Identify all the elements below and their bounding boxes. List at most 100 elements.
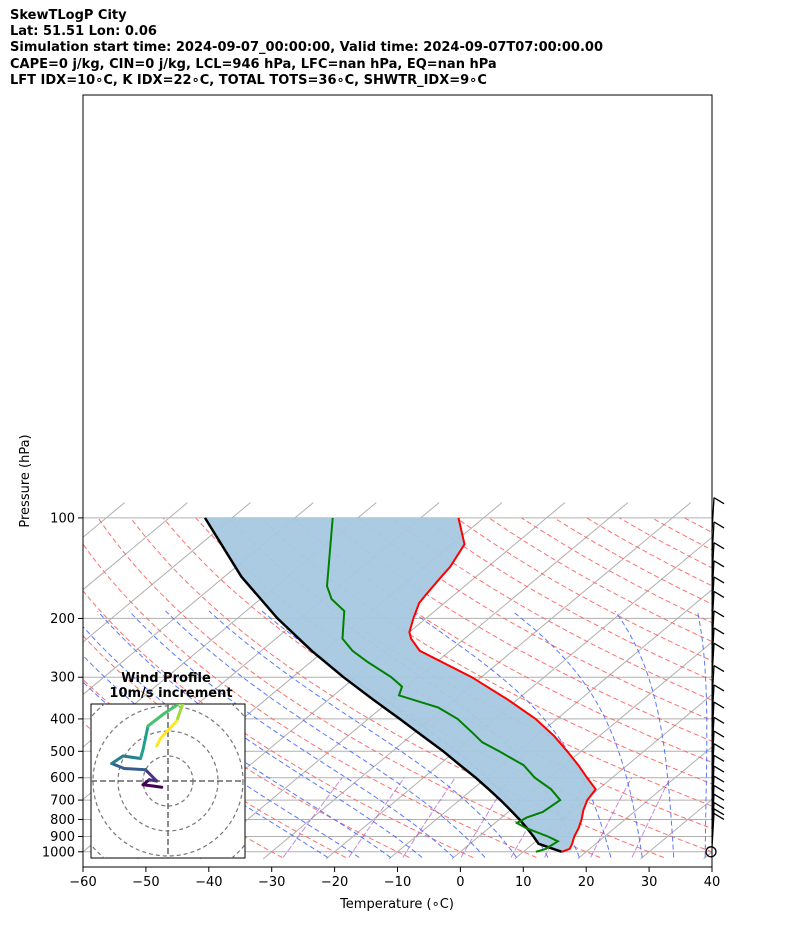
y-tick-label: 200 <box>50 612 75 627</box>
x-tick-label: 20 <box>578 875 595 890</box>
wind-barb <box>711 497 715 532</box>
dry-adiabat <box>684 517 712 534</box>
hodograph-segment <box>139 748 145 760</box>
hodograph-segment <box>146 712 166 728</box>
x-tick-label: 30 <box>641 875 658 890</box>
wind-barb <box>711 591 715 626</box>
hodograph-segment <box>121 754 142 760</box>
wind-barb-flag <box>713 497 725 505</box>
wind-barb-flag <box>713 701 725 709</box>
dry-adiabat <box>83 543 537 858</box>
hodograph-segment <box>122 767 147 772</box>
mixing-ratio-line <box>402 777 456 858</box>
wind-barb-flag <box>713 716 725 724</box>
mixing-ratio-line <box>348 777 405 858</box>
dry-adiabat <box>390 517 712 701</box>
mixing-ratio-line <box>631 777 671 858</box>
wind-barb <box>711 643 715 678</box>
wind-barbs <box>705 497 725 858</box>
wind-barb-flag <box>713 754 725 762</box>
wind-barb-flag <box>713 521 725 529</box>
dry-adiabat <box>293 517 712 763</box>
y-tick-label: 600 <box>50 771 75 786</box>
dry-adiabat <box>619 517 712 569</box>
wind-barb <box>711 731 715 766</box>
wind-barb-flag <box>713 665 725 673</box>
hodograph-segment <box>175 704 185 723</box>
hodograph-segment <box>110 754 125 765</box>
dry-adiabat <box>83 590 474 858</box>
hodograph-inset: Wind Profile 10m/s increment <box>90 671 246 859</box>
x-tick-label: 0 <box>456 875 464 890</box>
moist-adiabat <box>83 654 360 858</box>
wind-barb <box>711 542 715 577</box>
dry-adiabat <box>586 517 712 587</box>
hodograph-segment <box>155 737 162 748</box>
dry-adiabat <box>83 635 410 858</box>
dry-adiabat <box>325 517 712 742</box>
wind-barb-flag <box>713 808 725 816</box>
y-tick-label: 800 <box>50 813 75 828</box>
hodograph-segment <box>144 768 159 783</box>
wind-barb-flag <box>713 560 725 568</box>
dry-adiabat <box>358 517 712 722</box>
mixing-ratio-line <box>590 777 633 858</box>
x-tick-label: −60 <box>69 875 96 890</box>
isotherm <box>766 503 794 859</box>
isotherm <box>703 851 712 860</box>
moist-adiabat <box>83 681 329 858</box>
header-line-4: CAPE=0 j/kg, CIN=0 j/kg, LCL=946 hPa, LF… <box>10 57 497 72</box>
wind-barb-flag <box>713 784 725 792</box>
y-tick-label: 700 <box>50 794 75 809</box>
wind-barb-flag <box>713 775 725 783</box>
wind-barb <box>711 610 715 645</box>
wind-barb <box>711 755 715 790</box>
hodograph-segment <box>141 724 150 752</box>
mixing-ratio-line <box>282 777 343 858</box>
y-tick-label: 1000 <box>42 845 75 860</box>
isotherm <box>83 502 188 591</box>
wind-barb <box>711 521 715 556</box>
temperature-line <box>408 517 597 853</box>
dry-adiabat <box>97 517 601 858</box>
moist-adiabat <box>83 625 391 858</box>
y-tick-label: 900 <box>50 830 75 845</box>
y-tick-label: 100 <box>50 511 75 526</box>
calm-wind-marker <box>705 846 717 858</box>
dewpoint-line <box>325 517 562 853</box>
header-line-1: SkewTLogP City <box>10 8 127 23</box>
wind-barb <box>711 665 715 700</box>
hodograph-subtitle: 10m/s increment <box>109 686 232 701</box>
header-line-2: Lat: 51.51 Lon: 0.06 <box>10 24 157 39</box>
wind-barb-flag <box>713 730 725 738</box>
wind-barb <box>711 576 715 612</box>
wind-barb-flag <box>713 801 725 810</box>
isotherm <box>451 641 712 860</box>
wind-barb-flag <box>713 684 725 692</box>
wind-barb-flag <box>713 590 725 599</box>
x-tick-label: 10 <box>515 875 532 890</box>
wind-barb-flag <box>713 812 725 820</box>
wind-barb-flag <box>713 542 725 550</box>
wind-barb-flag <box>713 743 725 751</box>
isotherm <box>577 746 712 860</box>
wind-barb <box>711 560 715 595</box>
x-tick-label: 40 <box>704 875 721 890</box>
dry-adiabat <box>651 517 712 551</box>
y-axis-label: Pressure (hPa) <box>18 434 33 527</box>
wind-barb-flag <box>713 610 725 618</box>
moist-adiabat <box>97 610 423 858</box>
wind-barb <box>711 717 715 752</box>
x-tick-label: −50 <box>132 875 159 890</box>
moist-adiabat <box>696 610 708 858</box>
isotherm <box>388 589 712 860</box>
x-tick-label: −40 <box>195 875 222 890</box>
header-line-3: Simulation start time: 2024-09-07_00:00:… <box>10 40 603 55</box>
wind-barb-flag <box>713 793 725 801</box>
dry-adiabat <box>456 517 712 662</box>
isotherm <box>325 536 712 860</box>
y-tick-label: 400 <box>50 712 75 727</box>
wind-barb <box>711 743 715 778</box>
y-tick-label: 300 <box>50 671 75 686</box>
